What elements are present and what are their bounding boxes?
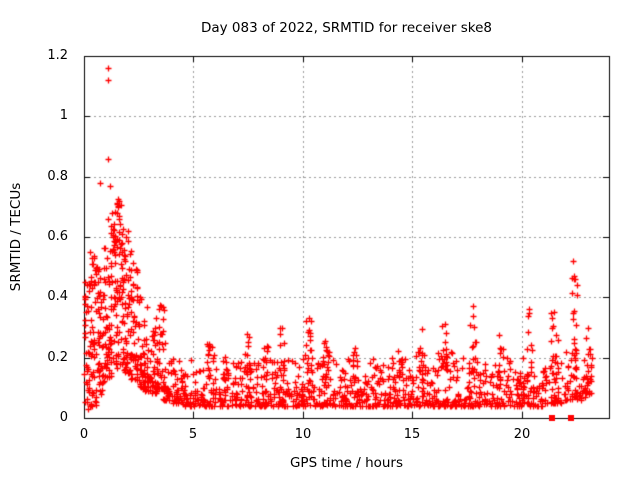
x-tick-label: 5	[188, 427, 198, 442]
x-tick-label: 20	[513, 427, 531, 442]
x-tick-label: 15	[403, 427, 421, 442]
y-tick-label: 1.2	[47, 48, 68, 63]
y-tick-label: 1	[59, 108, 68, 123]
y-tick-label: 0	[59, 410, 68, 425]
chart-title: Day 083 of 2022, SRMTID for receiver ske…	[200, 20, 493, 36]
x-tick-label: 10	[294, 427, 312, 442]
x-tick-label: 0	[79, 427, 89, 442]
y-tick-label: 0.4	[47, 289, 68, 304]
y-tick-label: 0.8	[47, 169, 68, 184]
y-tick-label: 0.6	[47, 229, 68, 244]
y-tick-label: 0.2	[47, 350, 68, 365]
x-axis-label: GPS time / hours	[289, 455, 404, 471]
